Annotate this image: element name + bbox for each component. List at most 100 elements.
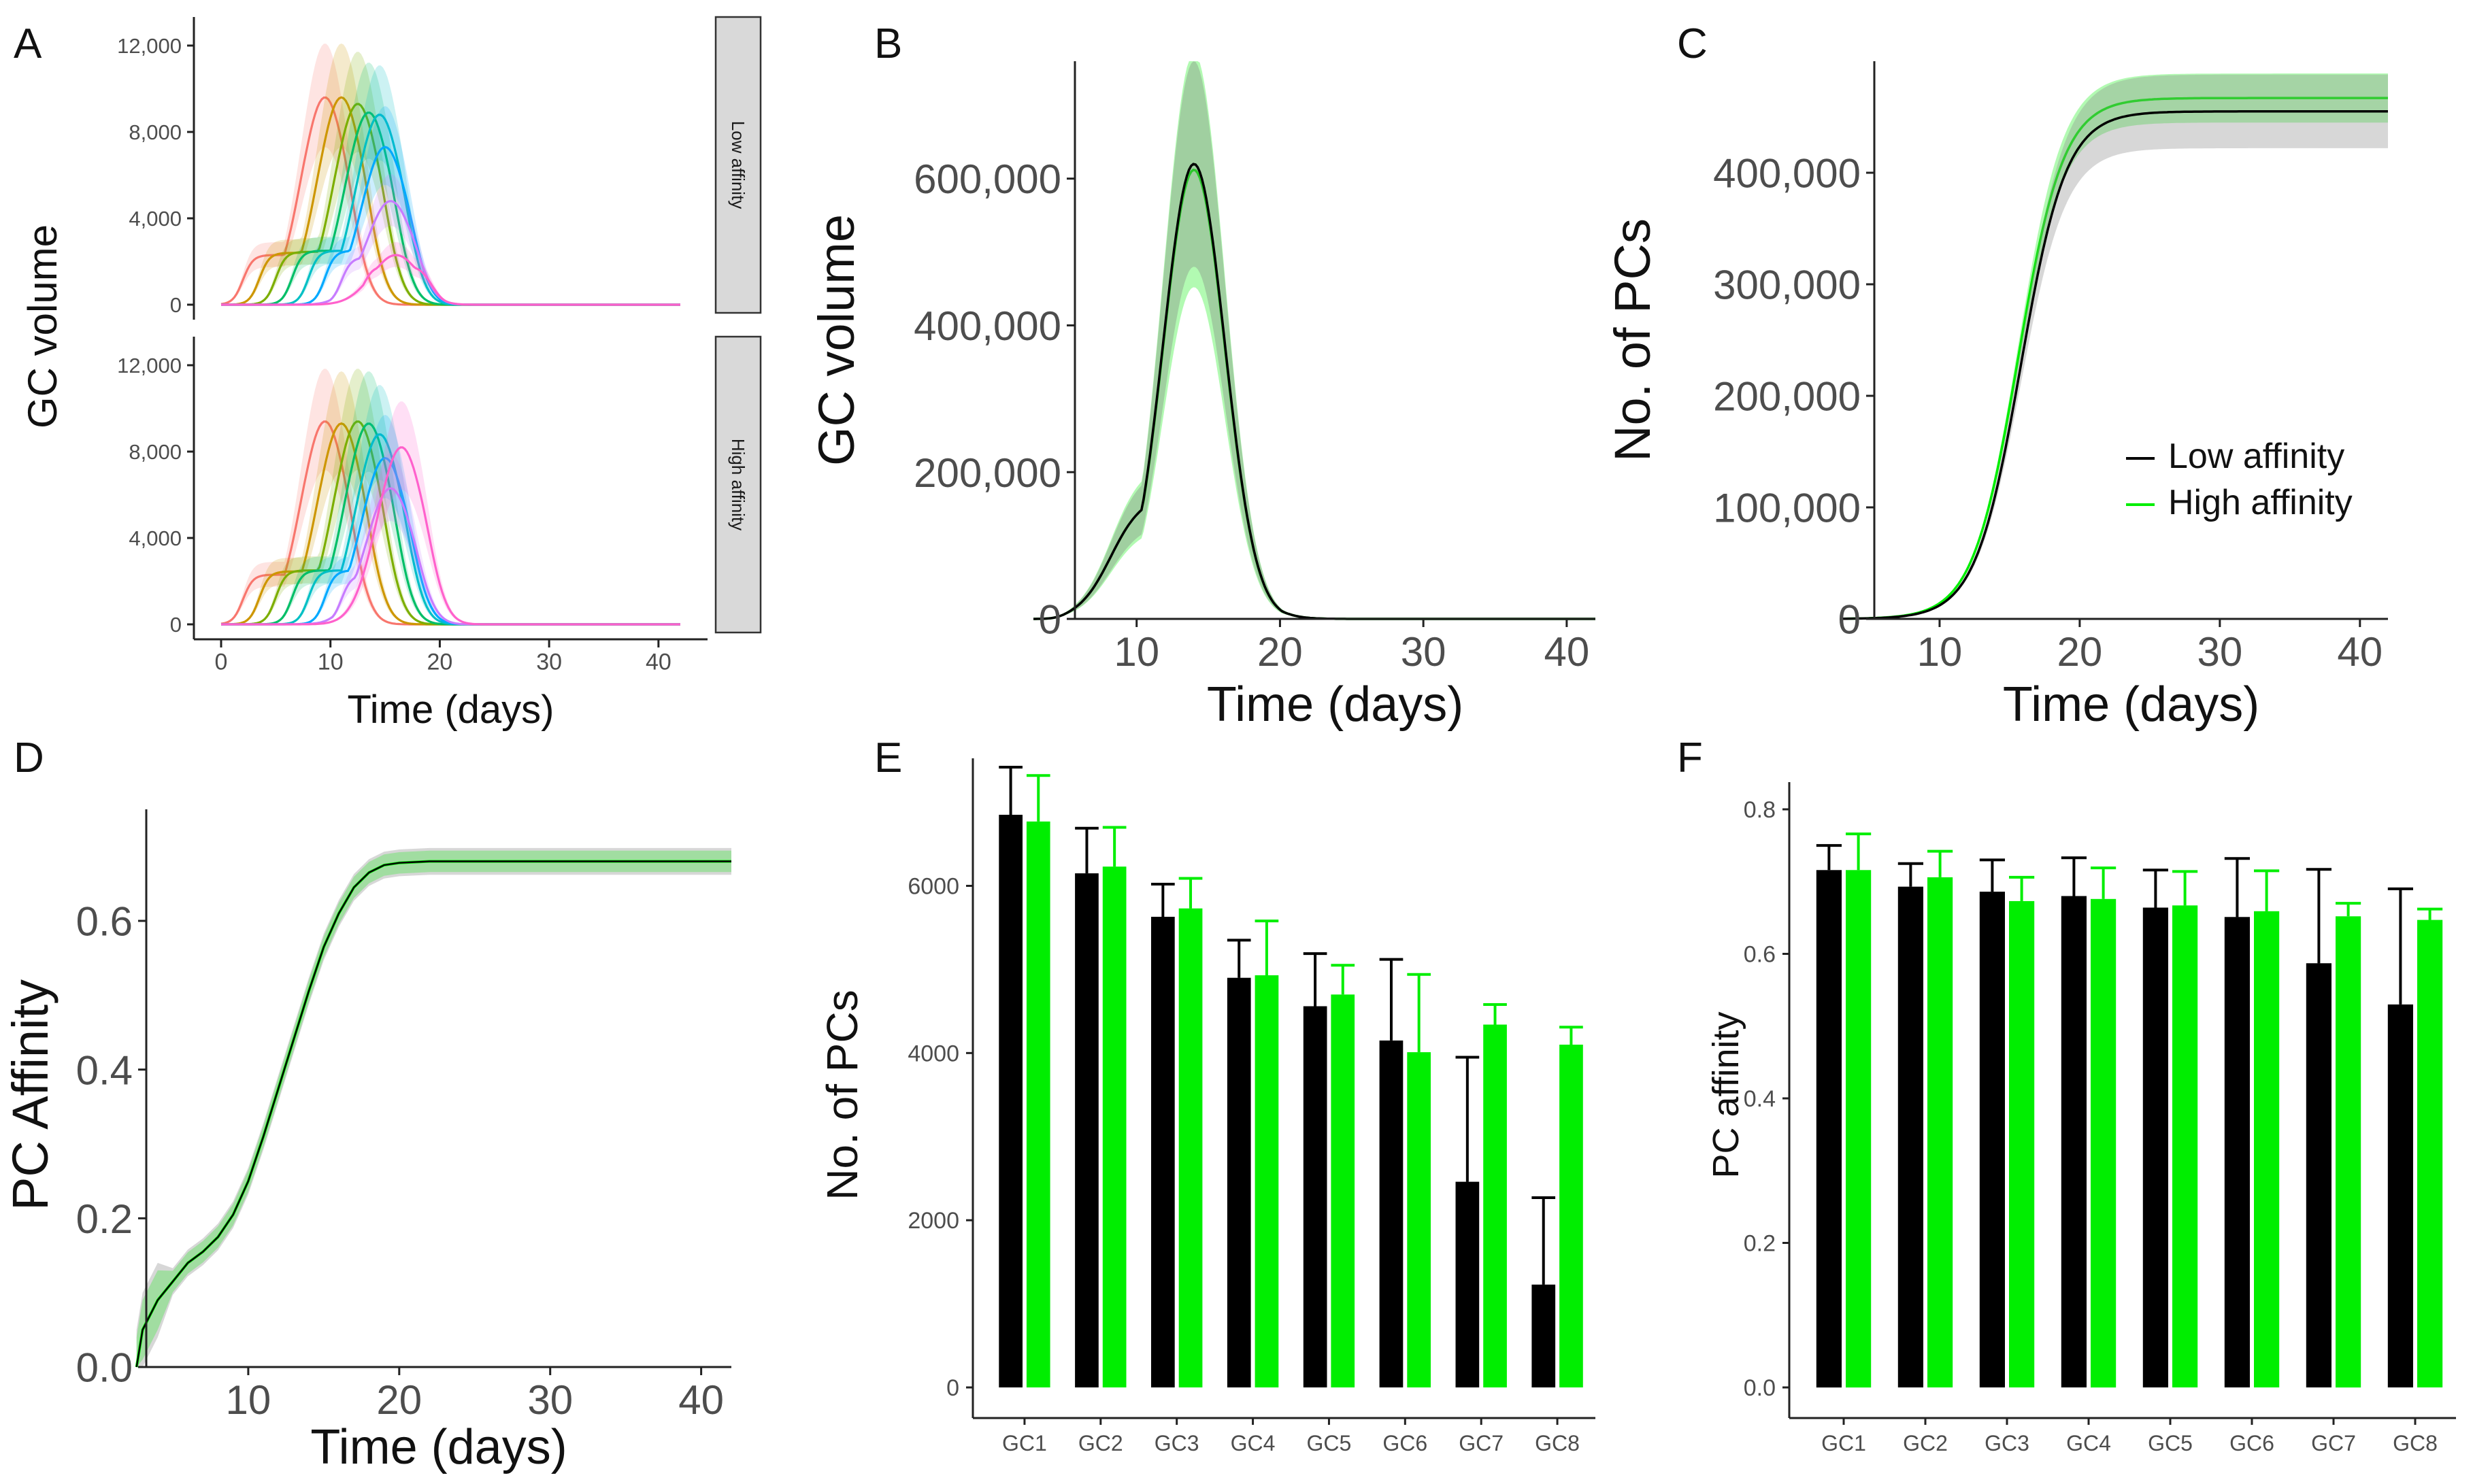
y-tick-label: 0 (1838, 597, 1861, 643)
x-tick-label: 20 (1257, 629, 1303, 675)
x-tick-label: GC7 (1459, 1431, 1504, 1455)
series-line-high (135, 860, 731, 1368)
bar-gc2-low (1075, 873, 1099, 1387)
series-line-low (135, 860, 731, 1368)
bar-gc6-low (1379, 1040, 1404, 1387)
y-tick-label: 4,000 (129, 526, 182, 550)
x-tick-label: 40 (678, 1377, 724, 1423)
facet-strip-label: Low affinity (728, 121, 748, 209)
y-tick-label: 200,000 (1713, 374, 1861, 420)
bar-gc8-high (2417, 920, 2443, 1387)
x-axis-label: Time (days) (1207, 677, 1463, 732)
bar-gc6-low (2224, 917, 2250, 1387)
series-band-low (136, 847, 731, 1367)
x-tick-label: GC3 (1155, 1431, 1199, 1455)
series-band-gc1 (221, 44, 680, 305)
series-line-gc1 (220, 420, 680, 626)
x-tick-label: GC5 (1307, 1431, 1352, 1455)
y-tick-label: 0.0 (1744, 1375, 1776, 1401)
y-tick-label: 12,000 (117, 34, 182, 58)
y-axis-label: PC affinity (1706, 1011, 1746, 1178)
y-tick-label: 200,000 (914, 450, 1061, 496)
x-tick-label: GC6 (2229, 1431, 2274, 1455)
x-tick-label: 20 (376, 1377, 422, 1423)
panel-f: F GC1 GC2 GC3 GC4 GC5 GC6 GC7 GC8 0.0 0.2 0.4 0.6 0.8… (1677, 735, 2456, 1455)
panel-e: E GC1 GC2 GC3 GC4 GC5 GC6 GC7 GC8 0 2000 4000 6000 No… (818, 735, 1595, 1455)
y-tick-label: 0.2 (1744, 1231, 1776, 1257)
bar-gc2-high (1102, 866, 1127, 1387)
x-tick-label: 10 (226, 1377, 271, 1423)
x-tick-label: 40 (1544, 629, 1589, 675)
x-tick-label: 30 (536, 649, 562, 675)
series-line-gc8 (221, 446, 680, 626)
bar-gc4-low (1227, 977, 1251, 1387)
panel-c: C 0 100,000 200,000 300,000 400,000 10 20 30 40 Ti… (1604, 20, 2388, 732)
series-band-gc6 (221, 415, 680, 624)
bar-gc8-low (2387, 1004, 2413, 1387)
panel-a: A 0 4,000 8,000 12,000 Low affinity 0 4,000 8,00… (14, 16, 762, 732)
series-line-gc2 (220, 96, 680, 306)
panel-letter: F (1677, 735, 1703, 781)
x-tick-label: GC4 (1231, 1431, 1276, 1455)
x-axis-label: Time (days) (310, 1420, 567, 1474)
series-line-gc8 (221, 254, 680, 306)
facet-strip (714, 16, 762, 314)
panel-letter: E (874, 735, 902, 781)
bar-gc2-high (1927, 877, 1953, 1387)
bar-gc7-high (2336, 916, 2361, 1388)
x-tick-label: GC1 (1821, 1431, 1866, 1455)
series-band-gc3 (221, 52, 680, 305)
series-band-gc5 (221, 65, 680, 305)
panel-letter: B (874, 20, 902, 67)
series-band-low (1841, 74, 2388, 619)
x-tick-label: GC2 (1903, 1431, 1948, 1455)
y-tick-label: 0.0 (76, 1345, 133, 1391)
facet-strip-label: High affinity (728, 439, 748, 530)
y-tick-label: 4,000 (129, 207, 182, 231)
y-tick-label: 0.4 (1744, 1086, 1776, 1112)
y-tick-label: 0.2 (76, 1196, 133, 1242)
bar-gc5-low (1303, 1006, 1327, 1387)
x-tick-label: GC5 (2148, 1431, 2193, 1455)
x-tick-label: GC1 (1002, 1431, 1047, 1455)
x-tick-label: 40 (2337, 629, 2383, 675)
series-band-gc5 (221, 385, 680, 624)
legend: Low affinity High affinity (2126, 437, 2353, 522)
bar-gc4-high (1255, 975, 1279, 1387)
bar-gc7-high (1483, 1024, 1507, 1387)
bar-gc8-high (1559, 1045, 1583, 1387)
series-line-gc5 (221, 114, 680, 306)
series-band-gc1 (221, 369, 680, 624)
series-band-gc2 (221, 371, 680, 624)
x-axis-label: Time (days) (2003, 677, 2259, 732)
series-band-gc4 (221, 63, 680, 305)
bar-gc3-high (2009, 900, 2035, 1387)
y-tick-label: 2000 (908, 1208, 959, 1234)
y-tick-label: 4000 (908, 1041, 959, 1066)
y-tick-label: 6000 (908, 874, 959, 900)
series-line-gc4 (221, 422, 680, 626)
series-band-gc6 (221, 106, 680, 305)
y-tick-label: 0 (946, 1375, 959, 1401)
series-line-gc1 (220, 96, 680, 306)
bar-gc6-high (1407, 1052, 1431, 1387)
y-tick-label: 0.6 (1744, 942, 1776, 968)
series-band-low (1033, 61, 1595, 619)
x-tick-label: GC7 (2311, 1431, 2356, 1455)
y-tick-label: 0 (170, 613, 182, 637)
series-line-gc2 (220, 422, 680, 626)
bar-gc4-high (2091, 898, 2117, 1388)
bar-gc6-high (2254, 911, 2280, 1387)
x-tick-label: GC3 (1985, 1431, 2029, 1455)
bar-gc1-high (1846, 870, 1872, 1388)
series-band-high (136, 850, 731, 1367)
bar-gc1-low (1816, 870, 1842, 1388)
y-tick-label: 0 (1039, 597, 1061, 643)
y-axis-label: No. of PCs (1604, 218, 1661, 462)
bar-gc5-high (1331, 994, 1355, 1387)
y-tick-label: 0.6 (76, 899, 133, 945)
x-tick-label: 20 (2057, 629, 2103, 675)
legend-label: Low affinity (2168, 437, 2344, 476)
x-tick-label: 20 (427, 649, 453, 675)
